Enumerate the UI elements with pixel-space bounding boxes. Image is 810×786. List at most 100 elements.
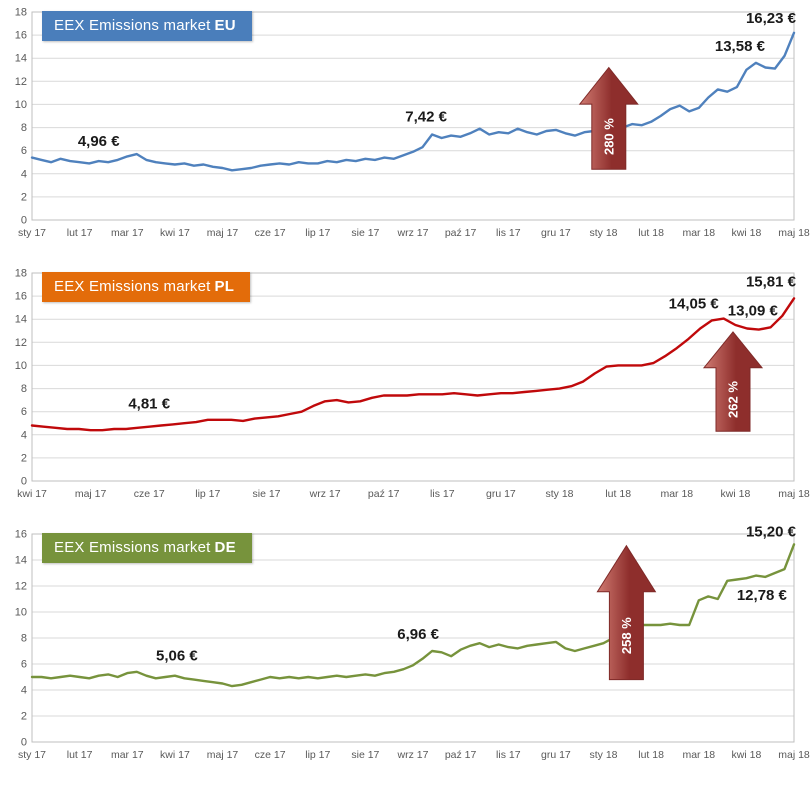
- y-axis-label: 0: [21, 476, 27, 488]
- y-axis-label: 2: [21, 452, 27, 464]
- point-label: 13,58 €: [715, 38, 766, 55]
- series-line: [30, 297, 796, 432]
- x-axis-label: sie 17: [351, 749, 379, 761]
- x-axis-label: wrz 17: [397, 749, 429, 761]
- x-axis-label: kwi 18: [732, 749, 762, 761]
- x-axis-label: wrz 17: [397, 227, 429, 239]
- plot-border: [31, 533, 795, 743]
- point-label: 14,05 €: [669, 296, 720, 313]
- plot-border: [31, 272, 795, 482]
- x-axis-label: sty 18: [589, 227, 617, 239]
- series-line: [30, 31, 796, 172]
- y-axis-label: 14: [15, 555, 27, 567]
- x-axis-label: lut 18: [638, 749, 664, 761]
- point-label: 12,78 €: [737, 587, 788, 604]
- x-axis-label: lis 17: [496, 227, 521, 239]
- x-axis-label: maj 17: [207, 227, 239, 239]
- x-axis-label: gru 17: [541, 749, 571, 761]
- x-axis-label: kwi 17: [160, 749, 190, 761]
- y-axis-label: 16: [15, 30, 27, 42]
- x-axis-label: kwi 17: [160, 227, 190, 239]
- growth-arrow-label: 280 %: [601, 118, 616, 155]
- chart-svg: 0 2 4 6 8 10 12 14 16 18 kwi 17 maj 17 cze 17 lip 17 s…: [15, 268, 810, 501]
- point-label: 4,96 €: [78, 133, 120, 150]
- y-axis-label: 18: [15, 268, 27, 280]
- y-axis-label: 12: [15, 76, 27, 88]
- x-axis-label: wrz 17: [309, 488, 341, 500]
- x-axis-label: maj 17: [75, 488, 107, 500]
- x-axis-label: sty 18: [545, 488, 573, 500]
- chart-title-text: EEX Emissions market: [54, 539, 211, 556]
- y-axis-label: 4: [21, 429, 27, 441]
- x-axis-label: lip 17: [195, 488, 220, 500]
- point-label: 16,23 €: [746, 10, 797, 27]
- chart-title-pl: EEX Emissions market PL: [42, 272, 251, 302]
- plot-border: [31, 11, 795, 221]
- x-axis-label: maj 18: [778, 488, 810, 500]
- chart-svg: 0 2 4 6 8 10 12 14 16 sty 17 lut 17 mar 17 kwi 17 maj…: [15, 523, 810, 761]
- chart-canvas-de: 0 2 4 6 8 10 12 14 16 sty 17 lut 17 mar 17 kwi 17 maj…: [2, 523, 810, 774]
- x-axis-label: mar 17: [111, 749, 144, 761]
- x-axis-label: sty 17: [18, 749, 46, 761]
- y-axis-label: 10: [15, 360, 27, 372]
- y-axis-label: 0: [21, 737, 27, 749]
- chart-title-de: EEX Emissions market DE: [42, 533, 252, 563]
- y-axis-label: 16: [15, 291, 27, 303]
- y-axis-label: 6: [21, 145, 27, 157]
- x-axis-label: lip 17: [305, 227, 330, 239]
- x-axis-label: mar 18: [682, 749, 715, 761]
- x-axis-label: lip 17: [305, 749, 330, 761]
- y-axis-label: 14: [15, 53, 27, 65]
- growth-arrow: [578, 66, 639, 170]
- chart-title-eu: EEX Emissions market EU: [42, 11, 252, 41]
- x-axis-label: mar 17: [111, 227, 144, 239]
- chart-region-code: PL: [214, 278, 235, 295]
- y-axis-label: 6: [21, 406, 27, 418]
- y-axis-label: 14: [15, 314, 27, 326]
- y-axis-label: 4: [21, 168, 27, 180]
- series-line: [30, 543, 796, 688]
- x-axis-label: paź 17: [445, 749, 477, 761]
- point-label: 15,81 €: [746, 273, 797, 290]
- chart-title-text: EEX Emissions market: [54, 17, 211, 34]
- point-label: 5,06 €: [156, 648, 198, 665]
- x-axis-label: lut 17: [67, 749, 93, 761]
- x-axis-label: cze 17: [255, 227, 286, 239]
- y-axis-label: 2: [21, 191, 27, 203]
- growth-arrow-label: 258 %: [619, 617, 634, 654]
- x-axis-label: sie 17: [351, 227, 379, 239]
- x-axis-label: paź 17: [445, 227, 477, 239]
- x-axis-label: kwi 18: [721, 488, 751, 500]
- chart-title-text: EEX Emissions market: [54, 278, 211, 295]
- y-axis-label: 12: [15, 337, 27, 349]
- x-axis-label: maj 17: [207, 749, 239, 761]
- chart-region-code: DE: [214, 539, 236, 556]
- y-axis-label: 18: [15, 7, 27, 19]
- growth-arrow: [596, 544, 657, 681]
- x-axis-label: lut 17: [67, 227, 93, 239]
- y-axis-label: 2: [21, 711, 27, 723]
- point-label: 6,96 €: [397, 626, 439, 643]
- y-axis-label: 8: [21, 633, 27, 645]
- y-axis-label: 0: [21, 215, 27, 227]
- x-axis-label: mar 18: [682, 227, 715, 239]
- growth-arrow-label: 262 %: [726, 381, 741, 418]
- x-axis-label: paź 17: [368, 488, 400, 500]
- x-axis-label: maj 18: [778, 749, 810, 761]
- y-axis-label: 10: [15, 607, 27, 619]
- x-axis-label: gru 17: [486, 488, 516, 500]
- x-axis-label: lis 17: [496, 749, 521, 761]
- x-axis-label: lut 18: [605, 488, 631, 500]
- point-label: 4,81 €: [128, 396, 170, 413]
- x-axis-label: kwi 18: [732, 227, 762, 239]
- x-axis-label: lut 18: [638, 227, 664, 239]
- point-label: 15,20 €: [746, 523, 797, 540]
- y-axis-label: 8: [21, 383, 27, 395]
- x-axis-label: sty 18: [589, 749, 617, 761]
- y-axis-label: 10: [15, 99, 27, 111]
- x-axis-label: sie 17: [252, 488, 280, 500]
- chart-pl: 0 2 4 6 8 10 12 14 16 18 kwi 17 maj 17 cze 17 lip 17 s…: [2, 263, 810, 513]
- y-axis-label: 16: [15, 529, 27, 541]
- x-axis-label: lis 17: [430, 488, 455, 500]
- x-axis-label: sty 17: [18, 227, 46, 239]
